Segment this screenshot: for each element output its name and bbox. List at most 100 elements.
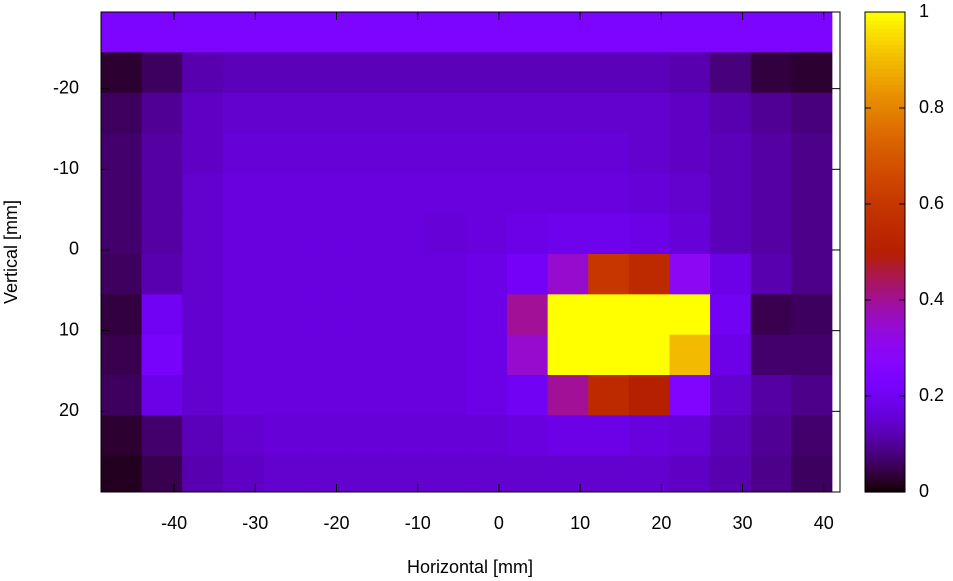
heat-cell xyxy=(547,455,589,492)
colorbar-swatch xyxy=(865,224,905,229)
heat-cell xyxy=(425,334,467,376)
colorbar-swatch xyxy=(865,56,905,61)
heat-cell xyxy=(304,213,346,255)
heat-cell xyxy=(669,52,711,94)
colorbar-swatch xyxy=(865,36,905,41)
colorbar-swatch xyxy=(865,188,905,193)
heat-cell xyxy=(710,213,752,255)
colorbar-swatch xyxy=(865,464,905,469)
heat-cell xyxy=(628,334,670,376)
heat-cell xyxy=(101,334,143,376)
y-tick-label: -10 xyxy=(53,158,79,178)
heat-cell xyxy=(222,213,264,255)
colorbar-swatch xyxy=(865,136,905,141)
heat-cell xyxy=(141,254,183,295)
colorbar-swatch xyxy=(865,452,905,457)
colorbar-swatch xyxy=(865,52,905,57)
colorbar-swatch xyxy=(865,160,905,165)
heat-cell xyxy=(791,294,833,336)
colorbar-swatch xyxy=(865,168,905,173)
colorbar-swatch xyxy=(865,172,905,177)
colorbar-swatch xyxy=(865,428,905,433)
heat-cell xyxy=(507,213,549,255)
heat-cell xyxy=(710,92,752,134)
heat-cell xyxy=(466,294,508,336)
colorbar-swatch xyxy=(865,420,905,425)
heat-cell xyxy=(141,334,183,376)
heat-cell xyxy=(182,254,224,295)
heat-cell xyxy=(141,415,183,457)
colorbar-swatch xyxy=(865,284,905,289)
colorbar-swatch xyxy=(865,232,905,237)
colorbar-swatch xyxy=(865,456,905,461)
heat-cell xyxy=(101,294,143,336)
heat-cell xyxy=(588,375,630,416)
heat-cell xyxy=(304,415,346,457)
heat-cell xyxy=(101,12,143,53)
heat-cell xyxy=(750,92,792,134)
heat-cell xyxy=(344,52,386,94)
heat-cell xyxy=(750,12,792,53)
heat-cell xyxy=(344,12,386,53)
heat-cell xyxy=(263,52,305,94)
heat-cell xyxy=(425,213,467,255)
colorbar-frame xyxy=(864,11,906,493)
heat-cell xyxy=(425,415,467,457)
heat-cell xyxy=(101,415,143,457)
heat-cell xyxy=(750,455,792,492)
heat-cell xyxy=(182,415,224,457)
heat-cell xyxy=(304,52,346,94)
heat-cell xyxy=(507,455,549,492)
heat-cell xyxy=(344,294,386,336)
colorbar-swatch xyxy=(865,112,905,117)
heat-cell xyxy=(101,133,143,174)
colorbar-swatch xyxy=(865,180,905,185)
colorbar-swatch xyxy=(865,436,905,441)
heat-cell xyxy=(669,254,711,295)
heat-cell xyxy=(425,92,467,134)
heat-cell xyxy=(669,375,711,416)
heat-cell xyxy=(791,455,833,492)
colorbar-swatch xyxy=(865,100,905,105)
heat-cell xyxy=(344,213,386,255)
x-tick-label: 40 xyxy=(814,513,834,533)
heat-cell xyxy=(669,213,711,255)
heat-cell xyxy=(466,455,508,492)
heat-cell xyxy=(425,375,467,416)
colorbar-swatch xyxy=(865,88,905,93)
colorbar-swatch xyxy=(865,28,905,33)
colorbar-swatch xyxy=(865,44,905,49)
colorbar-swatch xyxy=(865,336,905,341)
heat-cell xyxy=(791,415,833,457)
heat-cell xyxy=(710,173,752,215)
colorbar-swatch xyxy=(865,268,905,273)
colorbar-swatch xyxy=(865,408,905,413)
colorbar-swatch xyxy=(865,128,905,133)
heat-cell xyxy=(791,334,833,376)
colorbar-swatch xyxy=(865,244,905,249)
colorbar-swatch xyxy=(865,416,905,421)
heat-cell xyxy=(182,173,224,215)
heat-cell xyxy=(547,52,589,94)
axes: -40 -30 -20 -10 0 10 20 30 40 -20 -10 0 10 20 xyxy=(53,12,840,533)
heat-cell xyxy=(141,173,183,215)
heat-cell xyxy=(750,415,792,457)
heat-cell xyxy=(466,52,508,94)
heat-cell xyxy=(750,52,792,94)
heat-cell xyxy=(791,12,833,53)
colorbar-swatch xyxy=(865,192,905,197)
colorbar-swatch xyxy=(865,484,905,489)
heat-cell xyxy=(385,173,427,215)
heat-cell xyxy=(628,294,670,336)
heat-cell xyxy=(222,375,264,416)
heat-cell xyxy=(304,455,346,492)
heat-cell xyxy=(466,12,508,53)
colorbar-swatch xyxy=(865,92,905,97)
colorbar-swatch xyxy=(865,400,905,405)
colorbar-swatch xyxy=(865,320,905,325)
colorbar-swatch xyxy=(865,164,905,169)
heat-cell xyxy=(588,213,630,255)
heat-cell xyxy=(344,375,386,416)
heat-cell xyxy=(263,415,305,457)
heat-cell xyxy=(628,254,670,295)
